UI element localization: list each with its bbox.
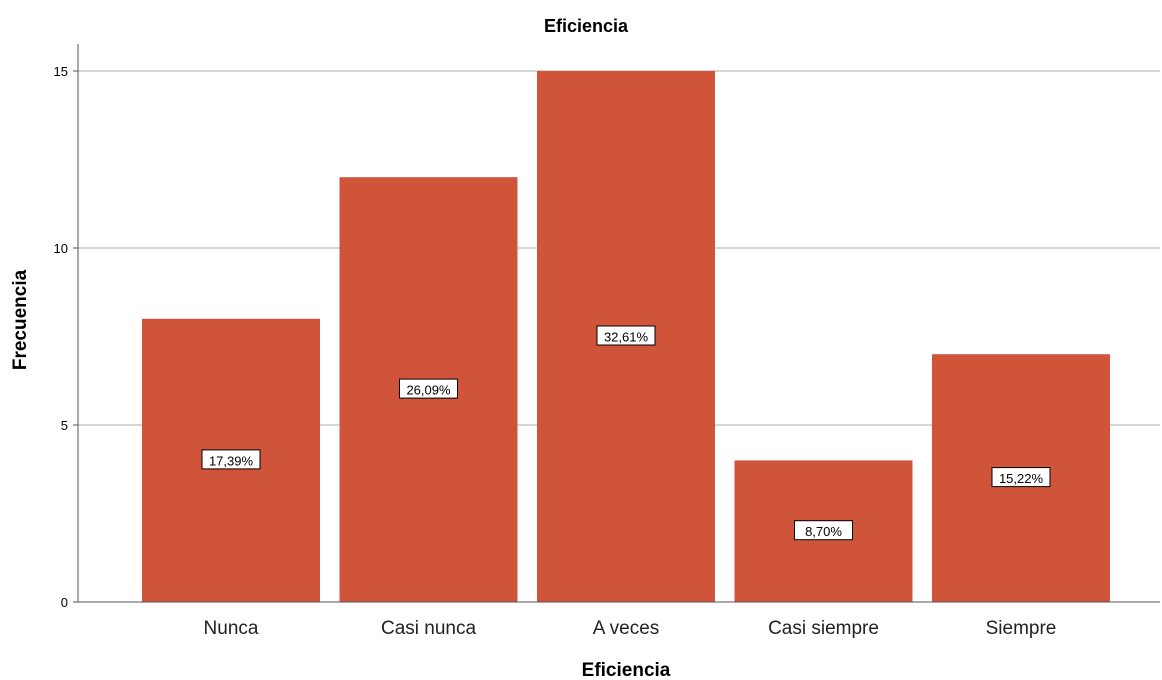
chart-title: Eficiencia xyxy=(544,16,629,36)
x-tick-label: Nunca xyxy=(204,618,259,639)
data-label: 26,09% xyxy=(399,378,458,399)
data-label: 15,22% xyxy=(991,467,1051,488)
data-label: 32,61% xyxy=(596,325,656,346)
data-label-box xyxy=(201,449,261,470)
y-axis-label: Frecuencia xyxy=(10,269,31,370)
data-label-box xyxy=(399,378,458,399)
y-axis-ticks: 0 5 10 15 xyxy=(54,64,78,610)
data-label-text: 32,61% xyxy=(604,330,649,345)
data-label: 8,70% xyxy=(794,520,853,541)
y-tick-label: 0 xyxy=(61,595,68,610)
data-label: 17,39% xyxy=(201,449,261,470)
data-label-text: 17,39% xyxy=(209,453,254,468)
data-label-box xyxy=(794,520,853,541)
y-tick-label: 10 xyxy=(54,241,68,256)
y-tick-label: 5 xyxy=(61,418,68,433)
x-axis-label: Eficiencia xyxy=(582,660,671,680)
x-axis-ticks: Nunca Casi nunca A veces Casi siempre Siempr… xyxy=(204,618,1057,639)
y-tick-label: 15 xyxy=(54,64,68,79)
x-tick-label: Casi nunca xyxy=(381,618,476,639)
data-label-text: 26,09% xyxy=(406,383,451,398)
data-labels: 17,39% 26,09% 32,61% 8,70% 15,22% xyxy=(201,325,1051,541)
x-tick-label: Casi siempre xyxy=(768,618,879,639)
x-tick-label: Siempre xyxy=(986,618,1057,639)
x-tick-label: A veces xyxy=(593,618,660,639)
data-label-text: 8,70% xyxy=(805,524,842,539)
data-label-box xyxy=(991,467,1051,488)
data-label-text: 15,22% xyxy=(999,471,1044,486)
data-label-box xyxy=(596,325,656,346)
